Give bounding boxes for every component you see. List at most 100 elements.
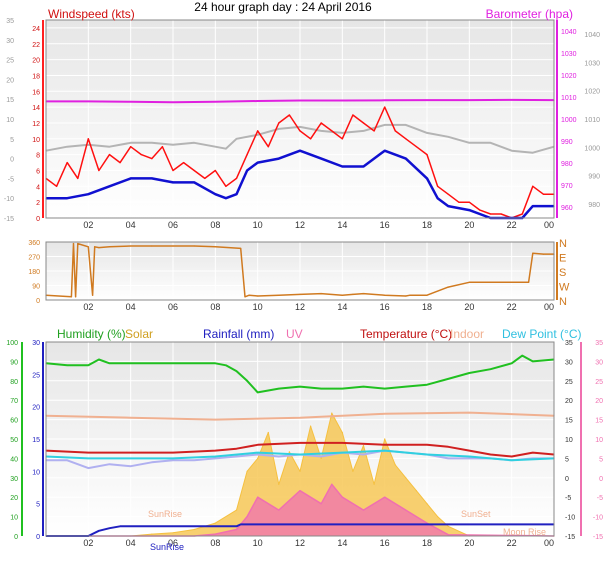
solar-area-line-point — [151, 533, 153, 535]
uv-line-point — [299, 490, 301, 492]
wind-direction-line-point — [426, 294, 428, 296]
temp-tick-label-left: 0 — [10, 157, 14, 164]
wind-direction-line-point — [94, 246, 96, 248]
humidity-line-point — [362, 386, 365, 388]
wind-direction-line-point — [384, 294, 386, 296]
solar-area-line-point — [320, 457, 322, 459]
compass-tick-label: N — [559, 238, 567, 250]
temp-grey-line-point — [299, 126, 301, 128]
wind-tick-label: 14 — [32, 105, 40, 112]
solar-area-line-point — [352, 470, 354, 472]
wind-gust-line-point — [458, 201, 460, 203]
dew-point-line-point — [214, 455, 216, 458]
dew-tick-label: 35 — [565, 340, 573, 347]
baro-tick-label: 970 — [561, 183, 573, 190]
humidity-tick-label: 60 — [10, 418, 18, 425]
wind-gust-line-point — [341, 138, 343, 140]
uv-line-point — [214, 533, 216, 535]
temp-grey-line-point — [341, 132, 343, 134]
temp-tick-label-left: 5 — [10, 137, 14, 144]
wind-direction-line-point — [87, 246, 89, 248]
wind-gust-line-point — [257, 130, 259, 132]
temperature-line-point — [172, 452, 174, 454]
x-tick-label: 14 — [337, 538, 347, 548]
wind-gust-line-point — [183, 162, 185, 164]
dew-point-line-point — [468, 455, 470, 458]
solar-area-line-point — [193, 528, 195, 531]
wind-direction-line-point — [214, 246, 216, 248]
wind-direction-line-point — [409, 294, 411, 296]
wind-direction-line-point — [468, 281, 470, 283]
baro-tick-label: 1010 — [561, 95, 577, 102]
wind-avg-line-point — [214, 193, 216, 195]
rainfall-line-point — [240, 523, 242, 526]
solar-area-line-area — [46, 413, 554, 536]
wind-avg-line-point — [384, 150, 386, 152]
wind-direction-line-point — [405, 295, 407, 297]
legend-solar: Solar — [125, 327, 153, 341]
temperature-line-point — [489, 453, 492, 456]
legend-humidity: Humidity (%) — [57, 327, 126, 341]
wind-direction-line-point — [98, 247, 100, 249]
apparent-temp-line-point — [66, 459, 68, 461]
indoor-line-point — [468, 412, 470, 414]
wind-tick-label: 16 — [32, 89, 40, 96]
temperature-line-point — [130, 452, 132, 454]
wind-gust-line-point — [479, 209, 481, 211]
rain-tick-label: 15 — [32, 437, 40, 444]
x-tick-label: 10 — [253, 220, 263, 230]
x-tick-label: 20 — [464, 538, 474, 548]
uv-line-area — [46, 484, 554, 536]
wind-gust-line-point — [130, 146, 132, 148]
uv-line-point — [384, 496, 386, 498]
temp-tick-label-left: -15 — [4, 216, 14, 223]
apparent-temp-line-point — [193, 459, 195, 461]
baro-line-point — [511, 99, 513, 101]
baro-line-point — [426, 99, 428, 101]
rain-tick-label: 0 — [36, 534, 40, 541]
x-tick-label: 16 — [380, 302, 390, 312]
wind-gust-line-point — [500, 213, 502, 215]
dew-tick-label: 0 — [565, 476, 569, 483]
x-tick-label: 20 — [464, 220, 474, 230]
temp-grey-line-point — [426, 132, 428, 134]
x-tick-label: 00 — [544, 302, 554, 312]
x-tick-label: 08 — [210, 220, 220, 230]
x-tick-label: 06 — [168, 220, 178, 230]
wind-tick-label: 22 — [32, 42, 40, 49]
solar-area-line-point — [394, 464, 396, 466]
rainfall-line-point — [98, 530, 100, 532]
annotation-moonrise: Moon Rise — [503, 527, 546, 537]
wind-gust-line-point — [87, 138, 89, 140]
wind-direction-line-point — [244, 296, 246, 298]
wind-gust-line-point — [151, 158, 153, 160]
baro-tick-label: 1040 — [561, 29, 577, 36]
temperature-line-point — [214, 450, 216, 452]
humidity-tick-label: 70 — [10, 398, 18, 405]
temp-grey-line-point — [130, 142, 132, 144]
solar-area-line-point — [362, 444, 365, 447]
solar-area-line-point — [447, 525, 449, 527]
temperature-line-point — [426, 444, 428, 446]
legend-dewpoint: Dew Point (°C) — [502, 327, 581, 341]
wind-tick-label: 8 — [36, 153, 40, 160]
annotation-sunrise-bottom: SunRise — [150, 542, 184, 552]
temperature-line-point — [341, 442, 343, 444]
wind-direction-line-point — [77, 243, 79, 245]
dew-tick-label: 30 — [565, 359, 573, 366]
temp-tick-label-right: 980 — [588, 202, 600, 209]
apparent-temp-line-point — [320, 455, 322, 458]
wind-gust-line-point — [415, 146, 417, 148]
rain-tick-label: 10 — [32, 469, 40, 476]
dir-tick-label: 270 — [28, 255, 40, 262]
rainfall-line-point — [235, 525, 238, 527]
dew-point-line-point — [130, 457, 132, 459]
x-tick-label: 00 — [544, 538, 554, 548]
dir-tick-label: 360 — [28, 240, 40, 247]
env-panel-border — [45, 341, 555, 537]
temp-grey-line-point — [447, 136, 449, 138]
solar-area-line-point — [299, 470, 301, 472]
dew-tick-label: 20 — [565, 398, 573, 405]
x-tick-label: 02 — [83, 220, 93, 230]
